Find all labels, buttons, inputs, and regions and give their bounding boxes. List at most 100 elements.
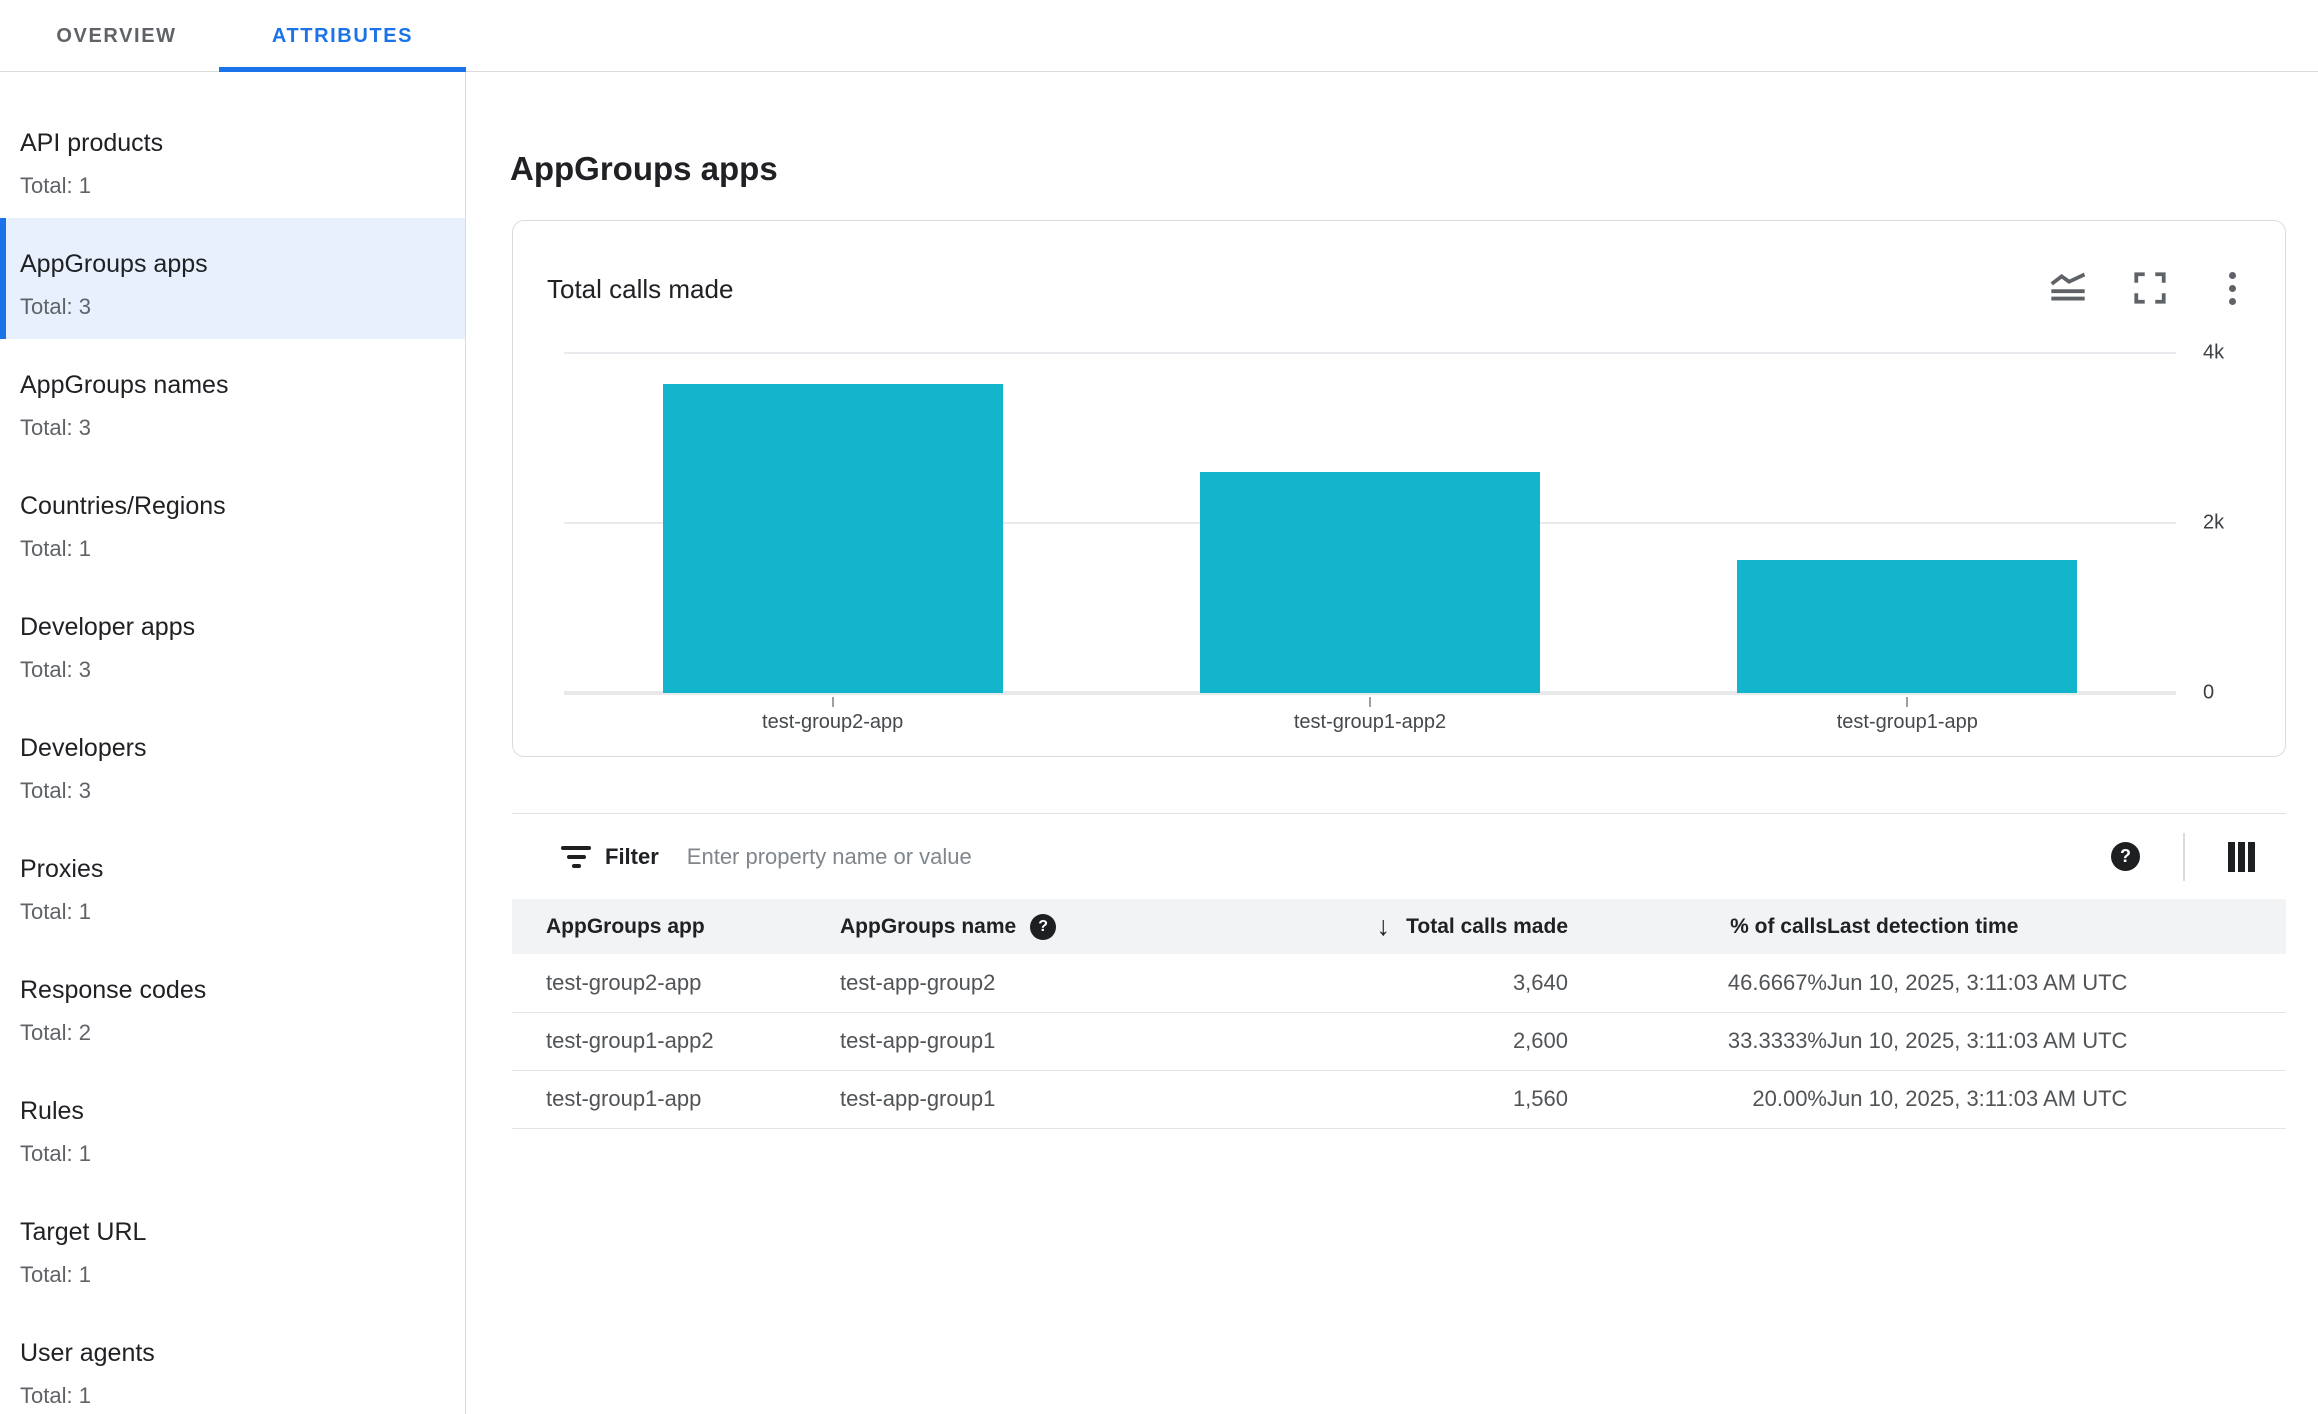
bar-chart: 4k 2k 0 test-group2-app test-group1-app2 test… [564,342,2224,733]
table-row[interactable]: test-group1-app test-app-group1 1,560 20.00… [512,1070,2286,1129]
filter-icon [560,845,592,868]
chart-title: Total calls made [547,274,734,304]
more-vert-icon[interactable] [2213,269,2251,307]
cell-total-calls-made: 2,600 [1160,1012,1568,1071]
column-header-last-detection-time[interactable]: Last detection time [1827,899,2286,954]
cell-last-detection-time: Jun 10, 2025, 3:11:03 AM UTC [1827,1012,2286,1071]
column-label: AppGroups name [840,914,1017,938]
sidebar-item-total: Total: 3 [20,294,91,319]
active-tab-indicator [219,67,466,73]
page-title: AppGroups apps [510,150,778,188]
cell-last-detection-time: Jun 10, 2025, 3:11:03 AM UTC [1827,1070,2286,1129]
toolbar-divider [2183,832,2185,881]
sidebar-item-label: API products [20,129,164,157]
cell-appgroups-app: test-group1-app [512,1070,840,1129]
y-axis-label: 0 [2203,681,2215,704]
filter-bar: Filter ? [512,813,2286,899]
tab-attributes-label: ATTRIBUTES [271,24,414,47]
sidebar-item-total: Total: 1 [20,1383,91,1408]
x-axis-tick [1906,697,1909,707]
tab-attributes[interactable]: ATTRIBUTES [219,0,466,73]
cell-appgroups-name: test-app-group1 [840,1070,1160,1129]
sidebar-item-label: Developer apps [20,613,196,641]
sidebar-item-total: Total: 1 [20,1141,91,1166]
x-axis-label: test-group1-app2 [1293,711,1447,733]
column-help-icon[interactable]: ? [1030,913,1057,940]
sidebar-item-label: Rules [20,1097,84,1125]
gridline [564,691,2176,695]
help-icon[interactable]: ? [2111,842,2140,871]
sidebar-item-response-codes[interactable]: Response codes Total: 2 [0,944,465,1065]
filter-label: Filter [605,843,659,869]
cell-of-calls: 46.6667% [1568,954,1827,1013]
appgroups-table: AppGroups app AppGroups name? ↓ Total calls… [512,899,2286,1129]
tab-overview[interactable]: OVERVIEW [56,24,177,47]
sidebar-item-label: Countries/Regions [20,492,226,520]
cell-total-calls-made: 3,640 [1160,954,1568,1013]
sidebar-item-total: Total: 1 [20,173,91,198]
column-header-appgroups-app[interactable]: AppGroups app [512,899,840,954]
cell-of-calls: 33.3333% [1568,1012,1827,1071]
chart-bar-test-group1-app2[interactable] [1200,472,1540,693]
cell-appgroups-name: test-app-group2 [840,954,1160,1013]
table-row[interactable]: test-group2-app test-app-group2 3,640 46.66… [512,954,2286,1013]
sidebar-item-total: Total: 2 [20,1020,91,1045]
column-label: % of calls [1730,914,1827,938]
sidebar-item-target-url[interactable]: Target URL Total: 1 [0,1186,465,1307]
column-label: AppGroups app [546,914,705,938]
sidebar-item-label: Response codes [20,976,207,1004]
cell-appgroups-app: test-group2-app [512,954,840,1013]
fullscreen-icon[interactable] [2131,269,2169,307]
x-axis-label: test-group2-app [762,711,904,733]
tab-bar: OVERVIEW ATTRIBUTES [0,0,2318,73]
cell-last-detection-time: Jun 10, 2025, 3:11:03 AM UTC [1827,954,2286,1013]
y-axis-label: 4k [2203,341,2225,364]
chart-bar-test-group1-app[interactable] [1737,560,2078,693]
table-row[interactable]: test-group1-app2 test-app-group1 2,600 33.3… [512,1012,2286,1071]
chart-bar-test-group2-app[interactable] [662,384,1003,693]
cell-appgroups-name: test-app-group1 [840,1012,1160,1071]
sidebar-item-label: User agents [20,1339,155,1367]
sidebar-item-developers[interactable]: Developers Total: 3 [0,702,465,823]
total-calls-chart-card: Total calls made 4k 2k 0 [512,220,2286,757]
sidebar-item-countries-regions[interactable]: Countries/Regions Total: 1 [0,460,465,581]
sidebar-item-total: Total: 1 [20,899,91,924]
sidebar-item-proxies[interactable]: Proxies Total: 1 [0,823,465,944]
chart-toolbar [2049,269,2251,307]
sidebar-item-developer-apps[interactable]: Developer apps Total: 3 [0,581,465,702]
column-label: Last detection time [1827,914,2019,938]
sort-descending-icon[interactable]: ↓ [1376,911,1391,941]
cell-appgroups-app: test-group1-app2 [512,1012,840,1071]
column-settings-icon[interactable] [2228,841,2255,872]
sidebar-item-rules[interactable]: Rules Total: 1 [0,1065,465,1186]
sidebar-item-appgroups-apps[interactable]: AppGroups apps Total: 3 [0,218,465,339]
sidebar-item-api-products[interactable]: API products Total: 1 [0,97,465,218]
x-axis-label: test-group1-app [1836,711,1978,733]
table-header: AppGroups app AppGroups name? ↓ Total calls… [512,899,2286,954]
area-chart-icon[interactable] [2049,269,2087,307]
column-label: Total calls made [1406,914,1568,938]
sidebar-item-user-agents[interactable]: User agents Total: 1 [0,1307,465,1414]
y-axis-label: 2k [2203,511,2225,534]
sidebar-item-label: AppGroups apps [20,250,208,278]
sidebar-item-label: Developers [20,734,147,762]
gridline [564,352,2176,354]
sidebar-item-total: Total: 1 [20,1262,91,1287]
x-axis-tick [831,697,834,707]
filter-input[interactable] [684,842,2111,871]
sidebar-item-total: Total: 3 [20,657,91,682]
sidebar-item-total: Total: 1 [20,536,91,561]
sidebar-item-label: Target URL [20,1218,147,1246]
sidebar-item-label: Proxies [20,855,104,883]
x-axis-tick [1369,697,1371,707]
column-header-appgroups-name[interactable]: AppGroups name? [840,899,1160,954]
cell-total-calls-made: 1,560 [1160,1070,1568,1129]
attributes-sidebar: API products Total: 1 AppGroups apps Total:… [0,72,466,1414]
cell-of-calls: 20.00% [1568,1070,1827,1129]
sidebar-item-label: AppGroups names [20,371,229,399]
sidebar-item-total: Total: 3 [20,415,91,440]
sidebar-item-appgroups-names[interactable]: AppGroups names Total: 3 [0,339,465,460]
column-header-of-calls[interactable]: % of calls [1568,899,1827,954]
column-header-total-calls-made[interactable]: ↓ Total calls made [1160,899,1568,954]
